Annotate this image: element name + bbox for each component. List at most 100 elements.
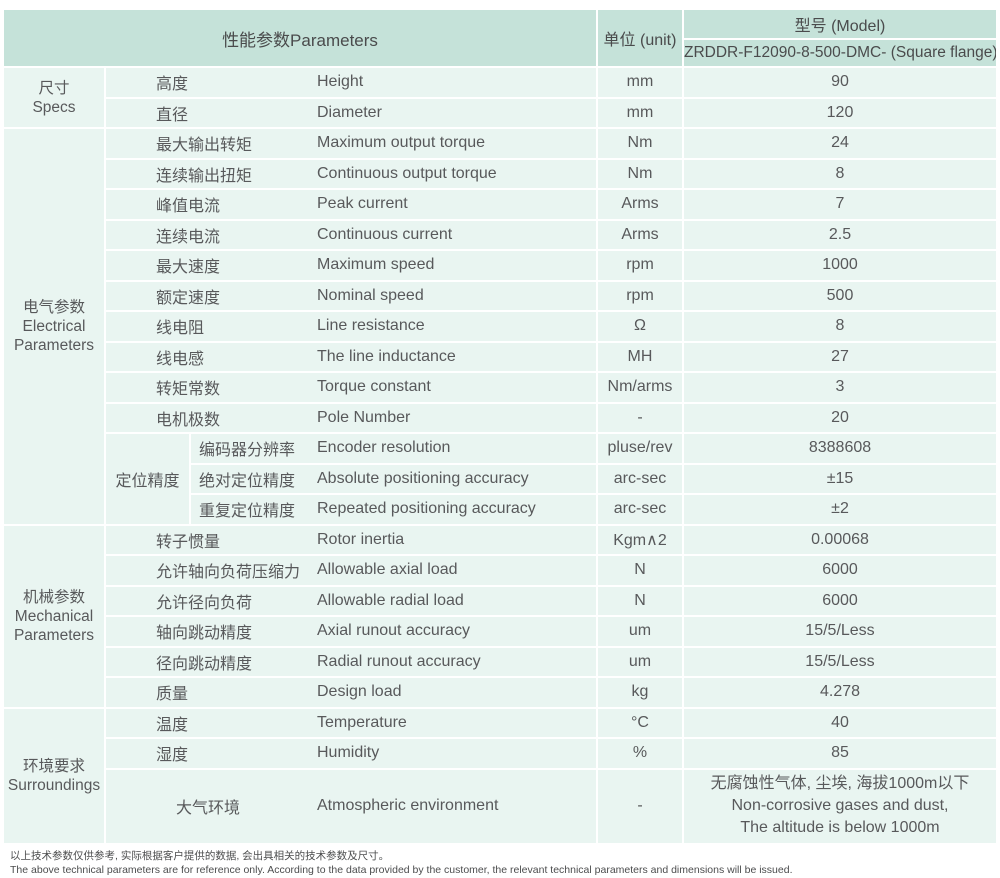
param-en: Line resistance bbox=[310, 310, 598, 342]
table-header-row-2: ZRDDR-F12090-8-500-DMC- (Square flange) bbox=[4, 38, 996, 67]
param-en: Allowable radial load bbox=[310, 584, 598, 616]
disclaimer-en: The above technical parameters are for r… bbox=[10, 863, 793, 876]
param-cn: 线电阻 bbox=[105, 310, 310, 342]
param-en: Diameter bbox=[310, 96, 598, 128]
table-row: 峰值电流 Peak current Arms 7 bbox=[4, 188, 996, 220]
param-cn: 质量 bbox=[105, 676, 310, 708]
unit-cell: Arms bbox=[597, 188, 684, 220]
value-line: Non-corrosive gases and dust, bbox=[731, 797, 949, 814]
section-en: Electrical Parameters bbox=[13, 317, 95, 354]
unit-cell: kg bbox=[597, 676, 684, 708]
param-en: Axial runout accuracy bbox=[310, 615, 598, 647]
unit-cell: mm bbox=[597, 96, 684, 128]
table-row: 径向跳动精度 Radial runout accuracy um 15/5/Le… bbox=[4, 645, 996, 677]
section-label-electrical: 电气参数 Electrical Parameters bbox=[4, 127, 106, 525]
value-cell: 4.278 bbox=[683, 676, 996, 708]
section-en: Mechanical Parameters bbox=[13, 607, 95, 644]
table-row: 湿度 Humidity % 85 bbox=[4, 737, 996, 769]
unit-cell: Ω bbox=[597, 310, 684, 342]
param-en: Peak current bbox=[310, 188, 598, 220]
table-row: 允许径向负荷 Allowable radial load N 6000 bbox=[4, 584, 996, 616]
param-cn: 轴向跳动精度 bbox=[105, 615, 310, 647]
value-cell: 3 bbox=[683, 371, 996, 403]
section-label-mechanical: 机械参数 Mechanical Parameters bbox=[4, 523, 106, 708]
unit-cell: um bbox=[597, 645, 684, 677]
table-row: 尺寸 Specs 高度 Height mm 90 bbox=[4, 66, 996, 128]
table-row: 环境要求 Surroundings 温度 Temperature °C 40 bbox=[4, 706, 996, 843]
table-row: 重复定位精度 Repeated positioning accuracy arc… bbox=[4, 493, 996, 525]
param-en: Design load bbox=[310, 676, 598, 708]
value-cell: 120 bbox=[683, 96, 996, 128]
param-cn: 温度 bbox=[105, 706, 310, 738]
parameters-header: 性能参数Parameters bbox=[4, 8, 598, 67]
unit-cell: Nm bbox=[597, 157, 684, 189]
table-row: 定位精度 编码器分辨率 Encoder resolution pluse/rev… bbox=[4, 432, 996, 525]
param-en: Height bbox=[310, 66, 598, 98]
param-cn: 编码器分辨率 bbox=[190, 432, 310, 464]
param-cn: 湿度 bbox=[105, 737, 310, 769]
table-row: 连续电流 Continuous current Arms 2.5 bbox=[4, 218, 996, 250]
param-cn: 转子惯量 bbox=[105, 523, 310, 555]
table-row: 最大速度 Maximum speed rpm 1000 bbox=[4, 249, 996, 281]
unit-cell: Arms bbox=[597, 218, 684, 250]
table-row: 连续输出扭矩 Continuous output torque Nm 8 bbox=[4, 157, 996, 189]
unit-cell: °C bbox=[597, 706, 684, 738]
param-cn: 连续电流 bbox=[105, 218, 310, 250]
table-row: 大气环境 Atmospheric environment - 无腐蚀性气体, 尘… bbox=[4, 767, 996, 843]
section-label-specs: 尺寸 Specs bbox=[4, 66, 106, 128]
value-cell: 2.5 bbox=[683, 218, 996, 250]
unit-header: 单位 (unit) bbox=[597, 8, 684, 67]
table-row: 质量 Design load kg 4.278 bbox=[4, 676, 996, 708]
value-line: The altitude is below 1000m bbox=[740, 819, 940, 836]
unit-cell: - bbox=[597, 401, 684, 433]
spec-table: 性能参数Parameters 单位 (unit) 型号 (Model) ZRDD… bbox=[4, 8, 996, 843]
value-cell: 7 bbox=[683, 188, 996, 220]
value-cell: 8388608 bbox=[683, 432, 996, 464]
param-cn: 最大输出转矩 bbox=[105, 127, 310, 159]
section-cn: 机械参数 bbox=[22, 588, 85, 606]
unit-cell: N bbox=[597, 554, 684, 586]
param-en: Pole Number bbox=[310, 401, 598, 433]
value-cell: 8 bbox=[683, 157, 996, 189]
param-en: The line inductance bbox=[310, 340, 598, 372]
unit-cell: arc-sec bbox=[597, 462, 684, 494]
param-cn: 重复定位精度 bbox=[190, 493, 310, 525]
param-en: Maximum output torque bbox=[310, 127, 598, 159]
unit-cell: mm bbox=[597, 66, 684, 98]
table-row: 绝对定位精度 Absolute positioning accuracy arc… bbox=[4, 462, 996, 494]
table-row: 额定速度 Nominal speed rpm 500 bbox=[4, 279, 996, 311]
value-cell: 6000 bbox=[683, 554, 996, 586]
unit-cell: rpm bbox=[597, 279, 684, 311]
value-cell: ±2 bbox=[683, 493, 996, 525]
disclaimer-footer: 以上技术参数仅供参考, 实际根据客户提供的数据, 会出具相关的技术参数及尺寸。 … bbox=[10, 849, 996, 877]
value-cell: 15/5/Less bbox=[683, 615, 996, 647]
table-header-row-1: 性能参数Parameters 单位 (unit) 型号 (Model) bbox=[4, 8, 996, 67]
value-line: 无腐蚀性气体, 尘埃, 海拔1000m以下 bbox=[710, 775, 970, 792]
value-cell: 90 bbox=[683, 66, 996, 98]
positioning-accuracy-group-label: 定位精度 bbox=[105, 432, 191, 525]
param-cn: 电机极数 bbox=[105, 401, 310, 433]
param-cn: 允许轴向负荷压缩力 bbox=[105, 554, 310, 586]
param-cn: 高度 bbox=[105, 66, 310, 98]
unit-cell: um bbox=[597, 615, 684, 647]
param-cn: 峰值电流 bbox=[105, 188, 310, 220]
table-row: 转矩常数 Torque constant Nm/arms 3 bbox=[4, 371, 996, 403]
param-en: Nominal speed bbox=[310, 279, 598, 311]
param-en: Encoder resolution bbox=[310, 432, 598, 464]
table-row: 直径 Diameter mm 120 bbox=[4, 96, 996, 128]
table-row: 电气参数 Electrical Parameters 最大输出转矩 Maximu… bbox=[4, 127, 996, 525]
value-cell: 20 bbox=[683, 401, 996, 433]
value-cell: 6000 bbox=[683, 584, 996, 616]
table-row: 允许轴向负荷压缩力 Allowable axial load N 6000 bbox=[4, 554, 996, 586]
section-en: Specs bbox=[32, 98, 76, 116]
section-en: Surroundings bbox=[7, 776, 101, 794]
param-cn: 额定速度 bbox=[105, 279, 310, 311]
table-row: 电机极数 Pole Number - 20 bbox=[4, 401, 996, 433]
param-en: Torque constant bbox=[310, 371, 598, 403]
value-cell: 1000 bbox=[683, 249, 996, 281]
value-cell: 无腐蚀性气体, 尘埃, 海拔1000m以下 Non-corrosive gase… bbox=[683, 767, 996, 843]
value-cell: 40 bbox=[683, 706, 996, 738]
unit-cell: MH bbox=[597, 340, 684, 372]
param-en: Rotor inertia bbox=[310, 523, 598, 555]
